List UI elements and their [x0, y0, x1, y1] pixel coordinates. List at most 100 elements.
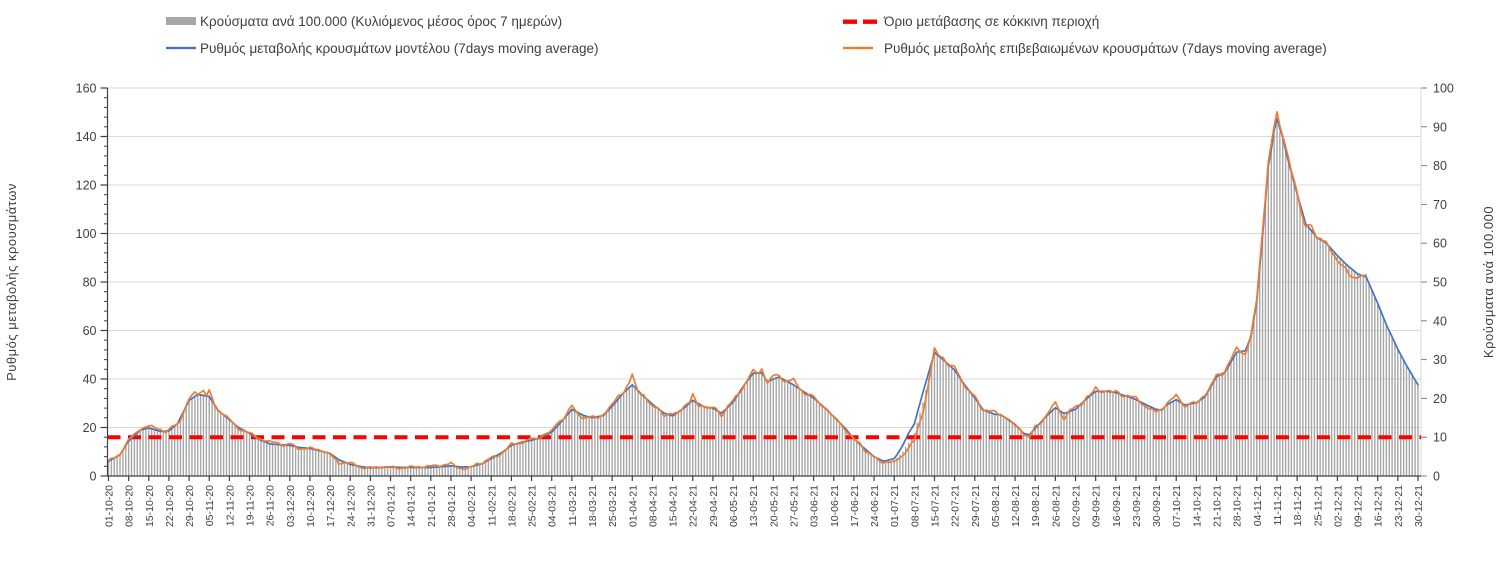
bar: [510, 445, 513, 476]
bar: [933, 353, 936, 476]
x-tick-label: 01-07-21: [889, 485, 901, 527]
bar: [640, 393, 642, 476]
x-tick-label: 07-01-21: [386, 485, 398, 527]
bar: [113, 457, 115, 476]
bar: [461, 467, 464, 476]
bar: [165, 431, 167, 476]
bar: [1094, 391, 1097, 476]
x-tick-label: 17-12-20: [325, 485, 337, 527]
bar: [548, 433, 550, 476]
bar: [1221, 373, 1223, 476]
bar: [346, 463, 349, 476]
bar: [456, 466, 458, 476]
bar: [1267, 165, 1270, 476]
bar: [363, 467, 366, 476]
bar: [982, 410, 985, 476]
bar: [338, 459, 340, 476]
bar: [303, 447, 305, 476]
x-tick-label: 29-04-21: [708, 485, 720, 527]
bar: [1307, 227, 1310, 476]
bar: [1005, 418, 1008, 476]
x-tick-label: 03-12-20: [285, 485, 297, 527]
bar: [519, 442, 521, 476]
bar: [395, 467, 397, 476]
bar: [1063, 413, 1065, 476]
bar: [173, 426, 176, 476]
bar: [1388, 330, 1390, 476]
bar: [1224, 372, 1226, 476]
y-left-tick-label: 100: [76, 227, 97, 241]
legend: Κρούσματα ανά 100.000 (Κυλιόμενος μέσος …: [166, 14, 1327, 56]
bar: [703, 406, 705, 476]
y-left-tick-label: 160: [76, 82, 97, 96]
bar: [1071, 410, 1074, 476]
y-right-tick-label: 0: [1433, 470, 1440, 484]
bar: [654, 406, 657, 476]
bar: [1040, 422, 1042, 476]
bar: [735, 397, 737, 476]
bar: [1405, 365, 1408, 476]
x-tick-label: 17-06-21: [849, 485, 861, 527]
bar: [280, 444, 282, 476]
bar: [441, 466, 444, 476]
bar: [559, 422, 562, 476]
bar: [407, 467, 409, 476]
bar: [220, 412, 222, 476]
bar: [447, 466, 449, 476]
bar: [971, 394, 973, 476]
bar: [1169, 402, 1172, 476]
bar: [389, 467, 392, 476]
bar: [798, 388, 800, 476]
bar: [916, 422, 918, 476]
bar: [294, 446, 297, 476]
bar: [951, 367, 953, 476]
bar: [723, 410, 726, 476]
bar: [591, 417, 593, 476]
x-tick-label: 18-03-21: [587, 485, 599, 527]
bar: [628, 387, 631, 476]
bar: [1014, 424, 1016, 476]
bar: [1400, 354, 1402, 476]
bar: [214, 405, 216, 476]
bar: [579, 413, 582, 476]
bar: [1210, 386, 1212, 476]
bar: [254, 437, 256, 476]
bar: [119, 454, 121, 476]
bar: [1143, 403, 1146, 476]
bar: [268, 443, 271, 476]
bar: [1215, 376, 1218, 476]
bar: [1031, 431, 1034, 476]
bar: [870, 454, 872, 476]
bar: [1020, 430, 1022, 476]
y-right-tick-label: 40: [1433, 314, 1447, 328]
x-tick-label: 29-10-20: [184, 485, 196, 527]
bar: [378, 467, 380, 476]
x-tick-label: 25-11-21: [1312, 485, 1324, 526]
bar: [804, 392, 806, 476]
bar: [545, 435, 547, 476]
bar: [930, 365, 933, 476]
bar: [300, 447, 303, 476]
bar: [312, 449, 314, 476]
bar: [838, 422, 841, 476]
bar: [1141, 402, 1143, 476]
bar: [689, 402, 691, 476]
bar: [835, 419, 838, 476]
bar: [769, 380, 772, 476]
bar: [625, 389, 628, 476]
bar: [677, 411, 680, 476]
bar: [1054, 407, 1057, 476]
bar: [1351, 269, 1353, 476]
bar: [991, 413, 993, 476]
bar: [340, 460, 343, 476]
x-tick-label: 23-09-21: [1131, 485, 1143, 527]
bar: [597, 416, 599, 476]
bar: [490, 458, 492, 476]
bar: [231, 422, 233, 476]
x-tick-label: 22-07-21: [950, 485, 962, 527]
bar: [1227, 367, 1229, 476]
x-tick-label: 20-05-21: [768, 485, 780, 527]
x-tick-label: 11-03-21: [567, 485, 579, 526]
bar: [766, 381, 769, 476]
bar: [867, 451, 869, 476]
